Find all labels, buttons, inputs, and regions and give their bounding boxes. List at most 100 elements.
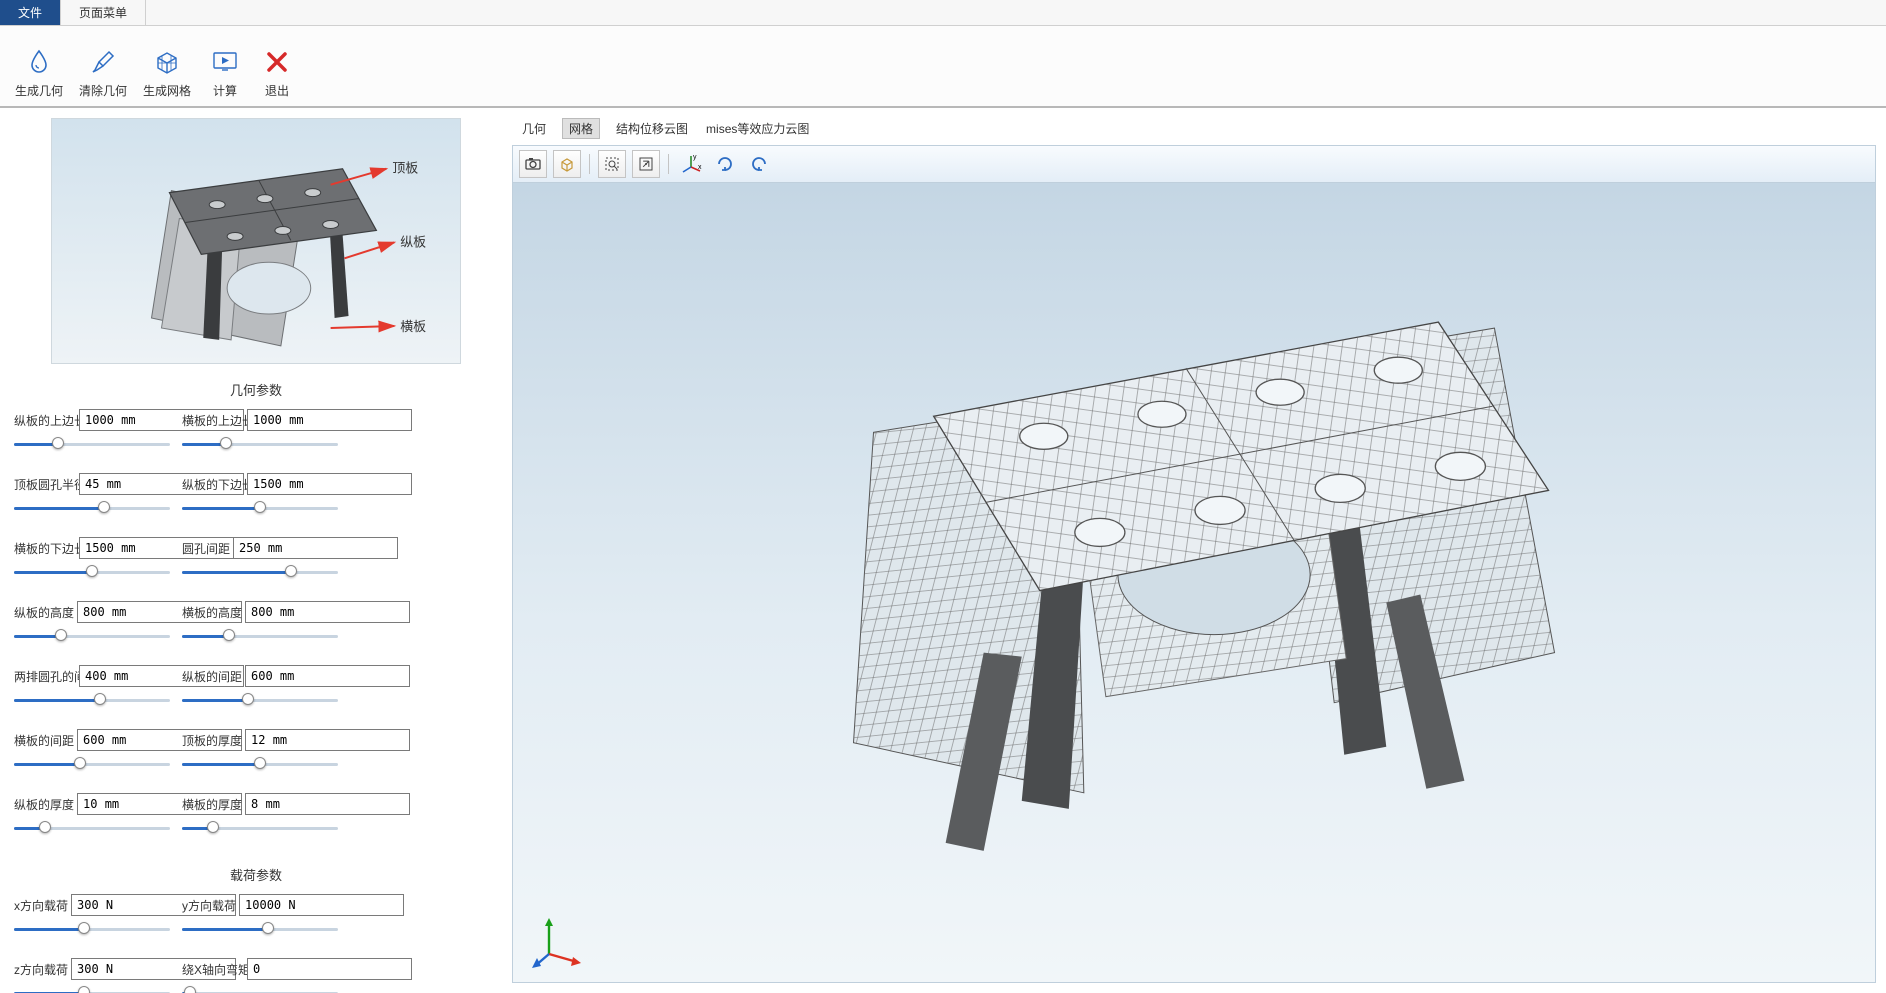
param-input[interactable] bbox=[245, 601, 410, 623]
view-tab-mesh[interactable]: 网格 bbox=[562, 118, 600, 139]
ribbon-label: 生成网格 bbox=[143, 82, 191, 99]
ribbon-label: 清除几何 bbox=[79, 82, 127, 99]
param-slider[interactable] bbox=[182, 563, 338, 581]
param-label: 横板的下边长 bbox=[14, 540, 76, 557]
param-item: y方向载荷 bbox=[182, 894, 338, 938]
param-slider[interactable] bbox=[182, 627, 338, 645]
param-item: 顶板的厚度 bbox=[182, 729, 338, 773]
param-slider[interactable] bbox=[182, 755, 338, 773]
param-item: 顶板圆孔半径 bbox=[14, 473, 170, 517]
play-monitor-icon bbox=[209, 46, 241, 78]
camera-icon[interactable] bbox=[519, 150, 547, 178]
param-slider[interactable] bbox=[14, 499, 170, 517]
param-item: 纵板的间距 bbox=[182, 665, 338, 709]
param-label: 纵板的上边长 bbox=[14, 412, 76, 429]
param-slider[interactable] bbox=[14, 563, 170, 581]
ribbon-label: 退出 bbox=[265, 82, 289, 99]
section-header-load: 载荷参数 bbox=[222, 865, 290, 884]
svg-text:y: y bbox=[693, 154, 697, 161]
viewport-toolbar: yx bbox=[512, 145, 1876, 182]
section-header-geom: 几何参数 bbox=[222, 380, 290, 399]
param-label: 两排圆孔的间距 bbox=[14, 668, 76, 685]
param-item: 横板的间距 bbox=[14, 729, 170, 773]
param-slider[interactable] bbox=[14, 627, 170, 645]
cube-icon bbox=[151, 46, 183, 78]
param-input[interactable] bbox=[245, 793, 410, 815]
param-label: 纵板的下边长 bbox=[182, 476, 244, 493]
param-item: 横板的高度 bbox=[182, 601, 338, 645]
param-slider[interactable] bbox=[182, 691, 338, 709]
3d-viewport[interactable] bbox=[512, 182, 1876, 983]
rotate-ccw-icon[interactable] bbox=[745, 150, 773, 178]
param-slider[interactable] bbox=[14, 984, 170, 993]
param-item: 横板的下边长 bbox=[14, 537, 170, 581]
param-item: 纵板的高度 bbox=[14, 601, 170, 645]
param-slider[interactable] bbox=[14, 819, 170, 837]
param-input[interactable] bbox=[247, 409, 412, 431]
param-label: 顶板圆孔半径 bbox=[14, 476, 76, 493]
ribbon-label: 生成几何 bbox=[15, 82, 63, 99]
param-item: x方向载荷 bbox=[14, 894, 170, 938]
main-area: 顶板 纵板 横板 几何参数 纵板的上边长 横板的上边长 bbox=[0, 108, 1886, 993]
param-label: 横板的高度 bbox=[182, 604, 242, 621]
droplet-icon bbox=[23, 46, 55, 78]
ribbon-toolbar: 生成几何 清除几何 生成网格 计算 退出 bbox=[0, 26, 1886, 108]
param-slider[interactable] bbox=[182, 819, 338, 837]
view-iso-icon[interactable] bbox=[553, 150, 581, 178]
param-item: 两排圆孔的间距 bbox=[14, 665, 170, 709]
param-item: 纵板的厚度 bbox=[14, 793, 170, 837]
param-input[interactable] bbox=[247, 958, 412, 980]
param-input[interactable] bbox=[239, 894, 404, 916]
diagram-label-top: 顶板 bbox=[392, 161, 418, 176]
param-input[interactable] bbox=[245, 665, 410, 687]
rotate-cw-icon[interactable] bbox=[711, 150, 739, 178]
param-slider[interactable] bbox=[182, 435, 338, 453]
param-label: x方向载荷 bbox=[14, 897, 68, 914]
param-item: 横板的厚度 bbox=[182, 793, 338, 837]
geom-param-grid: 纵板的上边长 横板的上边长 顶板圆孔半径 bbox=[14, 409, 498, 857]
menu-bar: 文件 页面菜单 bbox=[0, 0, 1886, 26]
gen-geom-button[interactable]: 生成几何 bbox=[8, 30, 70, 102]
ribbon-label: 计算 bbox=[213, 82, 237, 99]
ribbon-group: 生成几何 清除几何 生成网格 计算 退出 bbox=[8, 30, 308, 102]
exit-button[interactable]: 退出 bbox=[252, 30, 302, 102]
zoom-area-icon[interactable] bbox=[598, 150, 626, 178]
param-label: 顶板的厚度 bbox=[182, 732, 242, 749]
menu-tab-page[interactable]: 页面菜单 bbox=[61, 0, 146, 25]
axis-triad-icon bbox=[531, 914, 585, 968]
param-label: 纵板的间距 bbox=[182, 668, 242, 685]
compute-button[interactable]: 计算 bbox=[200, 30, 250, 102]
param-slider[interactable] bbox=[182, 499, 338, 517]
menu-tab-file[interactable]: 文件 bbox=[0, 0, 61, 25]
param-input[interactable] bbox=[245, 729, 410, 751]
view-tab-disp[interactable]: 结构位移云图 bbox=[614, 118, 690, 139]
fit-view-icon[interactable] bbox=[632, 150, 660, 178]
param-label: 横板的上边长 bbox=[182, 412, 244, 429]
gen-mesh-button[interactable]: 生成网格 bbox=[136, 30, 198, 102]
view-tabs: 几何 网格 结构位移云图 mises等效应力云图 bbox=[512, 116, 1876, 145]
brush-icon bbox=[87, 46, 119, 78]
param-slider[interactable] bbox=[182, 920, 338, 938]
param-slider[interactable] bbox=[182, 984, 338, 993]
clear-geom-button[interactable]: 清除几何 bbox=[72, 30, 134, 102]
param-label: 横板的间距 bbox=[14, 732, 74, 749]
param-label: z方向载荷 bbox=[14, 961, 68, 978]
param-slider[interactable] bbox=[14, 435, 170, 453]
param-label: 绕X轴向弯矩 bbox=[182, 961, 244, 978]
param-item: 纵板的上边长 bbox=[14, 409, 170, 453]
param-input[interactable] bbox=[233, 537, 398, 559]
param-item: 纵板的下边长 bbox=[182, 473, 338, 517]
view-tab-mises[interactable]: mises等效应力云图 bbox=[704, 118, 811, 139]
param-label: 横板的厚度 bbox=[182, 796, 242, 813]
param-slider[interactable] bbox=[14, 755, 170, 773]
param-item: 绕X轴向弯矩 bbox=[182, 958, 338, 993]
param-input[interactable] bbox=[247, 473, 412, 495]
view-tab-geom[interactable]: 几何 bbox=[520, 118, 548, 139]
axes-icon[interactable]: yx bbox=[677, 150, 705, 178]
param-slider[interactable] bbox=[14, 920, 170, 938]
param-item: 圆孔间距 bbox=[182, 537, 338, 581]
load-param-grid: x方向载荷 y方向载荷 z方向载荷 bbox=[14, 894, 498, 993]
param-label: y方向载荷 bbox=[182, 897, 236, 914]
param-slider[interactable] bbox=[14, 691, 170, 709]
param-item: z方向载荷 bbox=[14, 958, 170, 993]
